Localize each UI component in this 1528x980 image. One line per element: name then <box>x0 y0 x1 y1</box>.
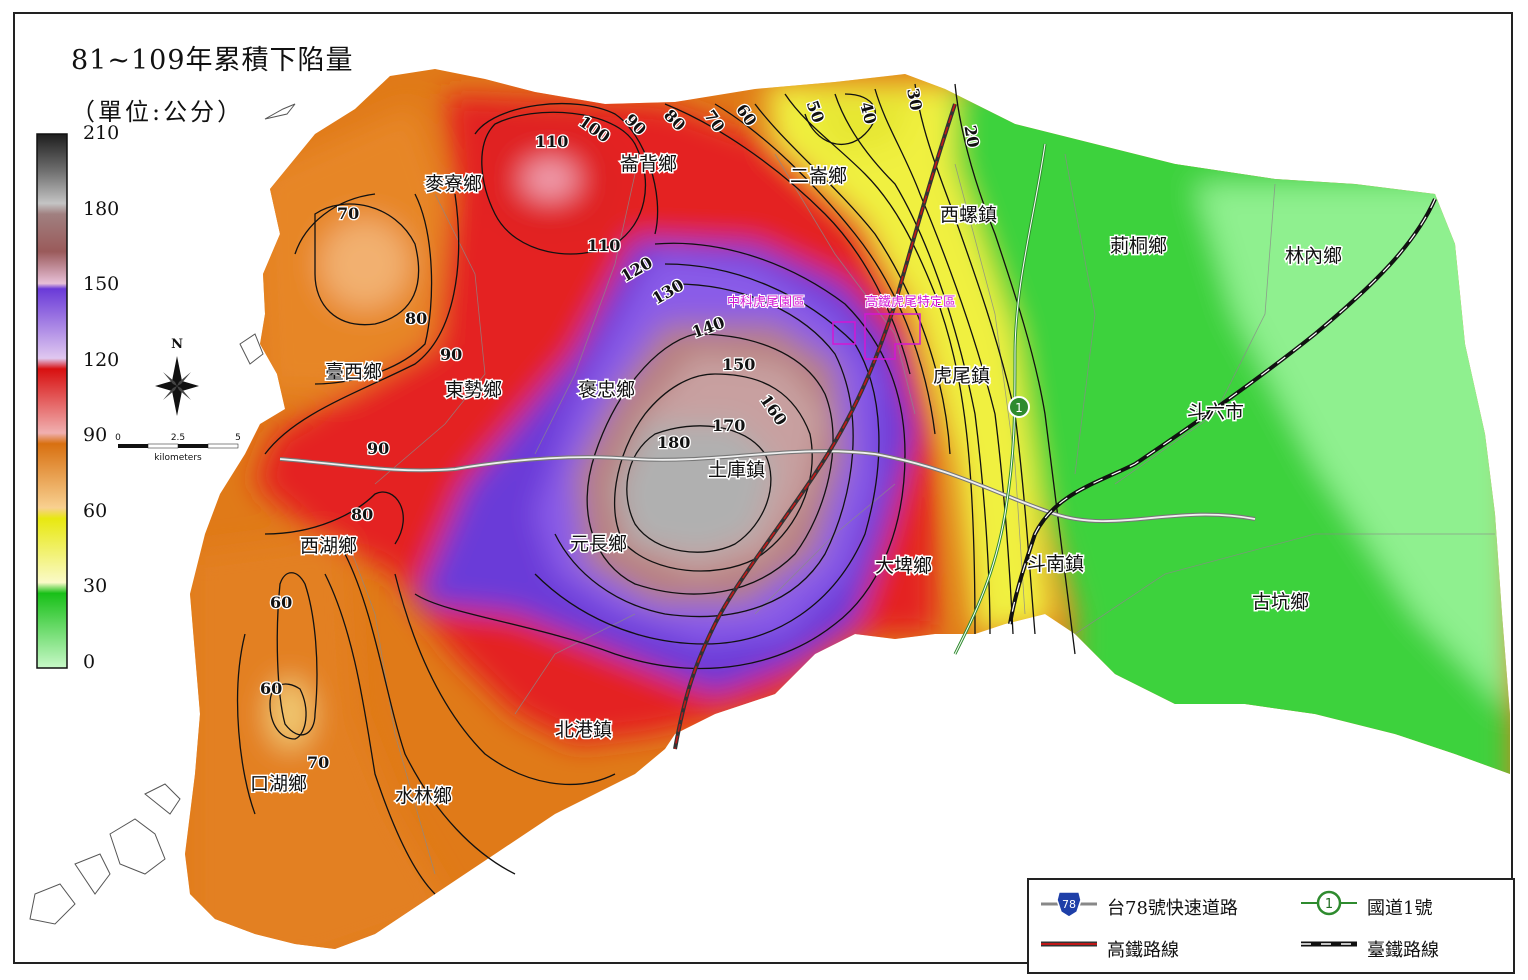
town-label: 臺西鄉 <box>325 361 382 383</box>
contour-label: 110 <box>535 132 568 151</box>
legend-label-high-speed-rail: 高鐵路線 <box>1107 940 1179 961</box>
colorbar-tick: 180 <box>83 198 120 220</box>
contour-label: 70 <box>307 753 329 772</box>
town-label: 斗六市 <box>1187 401 1244 423</box>
high-speed-rail-line-icon <box>1041 941 1097 947</box>
town-label: 西湖鄉 <box>300 535 357 557</box>
town-label: 莿桐鄉 <box>1110 235 1167 257</box>
town-label: 褒忠鄉 <box>578 379 635 401</box>
contour-label: 90 <box>440 345 462 364</box>
subsidence-surface <box>185 69 1510 949</box>
north-arrow-icon: N <box>155 337 199 416</box>
contour-label: 30 <box>903 87 926 112</box>
contour-label: 80 <box>405 309 427 328</box>
national-highway-1-icon: 1 <box>1301 890 1357 916</box>
contour-label: 180 <box>657 433 690 452</box>
town-label: 口湖鄉 <box>250 773 307 795</box>
legend-label-national-highway-1: 國道1號 <box>1367 898 1433 919</box>
subsidence-map: 1 N 0 2.5 5 kilometers 110 100 90 80 70 … <box>29 69 1510 949</box>
highway-1-marker: 1 <box>1008 396 1030 418</box>
scale-unit: kilometers <box>154 453 202 463</box>
high-speed-rail-line <box>673 103 957 750</box>
scale-tick-0: 0 <box>115 433 121 443</box>
contour-label: 60 <box>260 679 282 698</box>
contour-label: 20 <box>960 124 983 149</box>
town-label: 北港鎮 <box>555 719 612 741</box>
town-label: 崙背鄉 <box>620 153 677 175</box>
contour-label: 170 <box>712 416 745 435</box>
township-labels: 麥寮鄉 崙背鄉 二崙鄉 西螺鎮 莿桐鄉 林內鄉 臺西鄉 東勢鄉 褒忠鄉 虎尾鎮 … <box>249 152 1344 809</box>
contour-lines <box>236 83 1076 895</box>
contour-label: 90 <box>367 439 389 458</box>
taiwan-railway-line-icon <box>1301 941 1357 947</box>
legend: 78 台78號快速道路 1 國道1號 高鐵路線 臺鐵路線 <box>1027 878 1515 974</box>
map-title: 81~109年累積下陷量 <box>71 45 354 76</box>
colorbar-tick: 30 <box>83 575 108 597</box>
route-78-road <box>279 449 1256 524</box>
contour-label: 110 <box>587 236 620 255</box>
contour-label: 70 <box>337 204 359 223</box>
contour-label: 40 <box>856 100 880 126</box>
colorbar-tick: 210 <box>83 122 120 144</box>
national-highway-1-shield-number: 1 <box>1325 897 1333 912</box>
taiwan-railway-line <box>1008 198 1437 625</box>
route-78-shield-icon: 78 <box>1041 891 1097 918</box>
town-label: 西螺鎮 <box>940 204 997 226</box>
town-label: 元長鄉 <box>570 533 627 555</box>
legend-label-taiwan-railway: 臺鐵路線 <box>1367 940 1439 961</box>
scale-bar: 0 2.5 5 kilometers <box>115 433 241 463</box>
town-label: 虎尾鎮 <box>933 365 990 387</box>
highway-1-marker-label: 1 <box>1015 401 1023 415</box>
colorbar-tick: 150 <box>83 273 120 295</box>
town-label: 林內鄉 <box>1285 245 1342 267</box>
colorbar-tick: 0 <box>83 651 96 673</box>
route-78-shield-number: 78 <box>1062 898 1076 911</box>
coastline <box>29 103 296 925</box>
scale-tick-2-5: 2.5 <box>171 433 185 443</box>
town-label: 土庫鎮 <box>708 459 765 481</box>
township-boundaries <box>344 153 1495 875</box>
north-arrow-label: N <box>171 337 183 352</box>
colorbar-tick: 60 <box>83 500 108 522</box>
town-label: 大埤鄉 <box>875 555 932 577</box>
scale-tick-5: 5 <box>235 433 241 443</box>
zone-label-hsr-district: 高鐵虎尾特定區 <box>865 294 956 310</box>
legend-label-route-78: 台78號快速道路 <box>1107 898 1238 919</box>
town-label: 麥寮鄉 <box>425 173 482 195</box>
contour-label: 80 <box>351 505 373 524</box>
town-label: 東勢鄉 <box>445 379 502 401</box>
zone-outlines <box>832 313 921 360</box>
unit-label: （單位:公分） <box>71 98 245 126</box>
town-label: 水林鄉 <box>395 785 452 807</box>
contour-label: 150 <box>722 355 755 374</box>
town-label: 二崙鄉 <box>790 165 847 187</box>
contour-label: 60 <box>270 593 292 612</box>
colorbar-tick: 120 <box>83 349 120 371</box>
colorbar-tick: 90 <box>83 424 108 446</box>
zone-label-science-park: 中科虎尾園區 <box>727 295 805 310</box>
town-label: 斗南鎮 <box>1027 553 1084 575</box>
map-frame: 1 N 0 2.5 5 kilometers 110 100 90 80 70 … <box>13 12 1515 974</box>
town-label: 古坑鄉 <box>1252 591 1309 613</box>
colorbar <box>36 133 68 669</box>
zone-labels: 中科虎尾園區 高鐵虎尾特定區 <box>726 293 957 311</box>
national-highway-1-road <box>953 143 1047 655</box>
